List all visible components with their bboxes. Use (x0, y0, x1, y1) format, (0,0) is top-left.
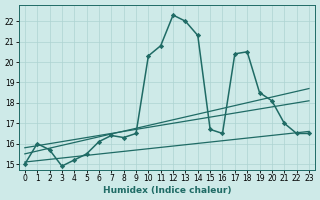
X-axis label: Humidex (Indice chaleur): Humidex (Indice chaleur) (103, 186, 231, 195)
